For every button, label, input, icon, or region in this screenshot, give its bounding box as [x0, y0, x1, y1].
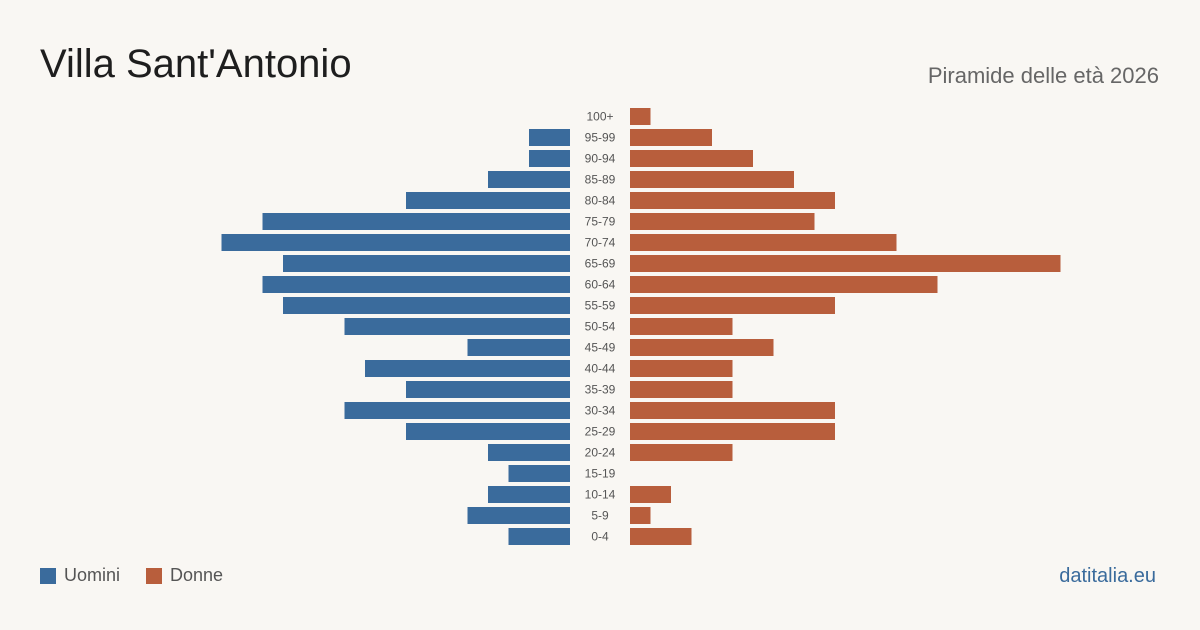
age-group-label: 15-19	[585, 467, 616, 481]
age-group-label: 20-24	[585, 446, 616, 460]
bar-women-75-79	[630, 213, 815, 230]
age-group-label: 35-39	[585, 383, 616, 397]
bar-men-50-54	[344, 318, 570, 335]
chart-legend: Uomini Donne	[40, 565, 249, 586]
bar-women-100+	[630, 108, 651, 125]
age-group-label: 5-9	[591, 509, 609, 523]
age-group-label: 100+	[586, 110, 613, 124]
age-group-label: 70-74	[585, 236, 616, 250]
age-group-label: 10-14	[585, 488, 616, 502]
bar-men-95-99	[529, 129, 570, 146]
bar-men-85-89	[488, 171, 570, 188]
bar-men-90-94	[529, 150, 570, 167]
age-group-label: 40-44	[585, 362, 616, 376]
bar-men-15-19	[508, 465, 570, 482]
age-group-label: 85-89	[585, 173, 616, 187]
bar-women-50-54	[630, 318, 733, 335]
bar-women-95-99	[630, 129, 712, 146]
bar-men-5-9	[467, 507, 570, 524]
legend-item-men: Uomini	[40, 565, 120, 586]
bar-women-55-59	[630, 297, 835, 314]
bar-women-90-94	[630, 150, 753, 167]
age-group-label: 90-94	[585, 152, 616, 166]
age-group-label: 80-84	[585, 194, 616, 208]
bar-women-65-69	[630, 255, 1061, 272]
bar-women-20-24	[630, 444, 733, 461]
bar-women-85-89	[630, 171, 794, 188]
legend-label-men: Uomini	[64, 565, 121, 585]
bar-men-20-24	[488, 444, 570, 461]
bar-men-75-79	[262, 213, 570, 230]
bar-men-45-49	[467, 339, 570, 356]
bar-women-10-14	[630, 486, 671, 503]
age-group-label: 45-49	[585, 341, 616, 355]
legend-label-women: Donne	[170, 565, 224, 585]
bar-women-80-84	[630, 192, 835, 209]
bar-women-30-34	[630, 402, 835, 419]
legend-item-women: Donne	[146, 565, 223, 586]
bar-men-60-64	[262, 276, 570, 293]
bar-men-30-34	[344, 402, 570, 419]
bar-women-40-44	[630, 360, 733, 377]
legend-swatch-men	[40, 567, 56, 584]
page-title: Villa Sant'Antonio	[40, 42, 352, 86]
age-group-label: 60-64	[585, 278, 616, 292]
bar-men-25-29	[406, 423, 570, 440]
bar-men-70-74	[221, 234, 570, 251]
bar-men-40-44	[365, 360, 570, 377]
bar-women-45-49	[630, 339, 774, 356]
bar-men-80-84	[406, 192, 570, 209]
age-group-label: 25-29	[585, 425, 616, 439]
bar-men-0-4	[508, 528, 570, 545]
age-group-label: 30-34	[585, 404, 616, 418]
age-group-label: 65-69	[585, 257, 616, 271]
bar-women-60-64	[630, 276, 938, 293]
bar-men-65-69	[283, 255, 570, 272]
bar-women-70-74	[630, 234, 897, 251]
age-group-label: 50-54	[585, 320, 616, 334]
bar-women-0-4	[630, 528, 692, 545]
bar-men-35-39	[406, 381, 570, 398]
bar-men-10-14	[488, 486, 570, 503]
bar-women-35-39	[630, 381, 733, 398]
legend-swatch-women	[146, 567, 163, 584]
bar-men-55-59	[283, 297, 570, 314]
chart-subtitle: Piramide delle età 2026	[927, 63, 1159, 88]
source-link[interactable]: datitalia.eu	[1059, 565, 1156, 587]
age-group-label: 55-59	[585, 299, 616, 313]
bar-women-25-29	[630, 423, 835, 440]
bar-women-5-9	[630, 507, 651, 524]
age-group-label: 95-99	[585, 131, 616, 145]
age-group-label: 75-79	[585, 215, 616, 229]
age-group-label: 0-4	[591, 530, 609, 544]
